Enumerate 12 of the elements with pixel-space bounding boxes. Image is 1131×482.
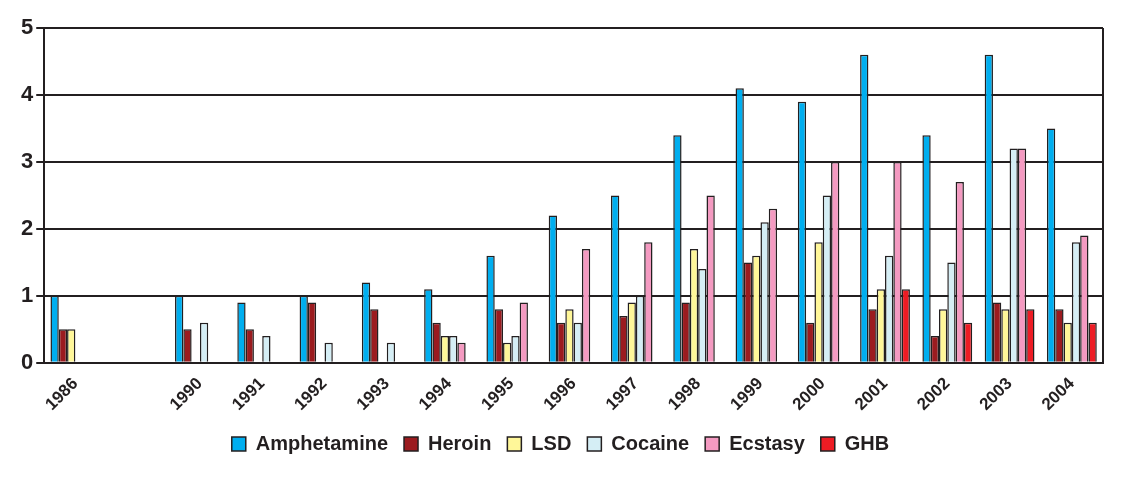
y-tick-label: 2 — [20, 214, 34, 240]
y-tick-label: 5 — [20, 14, 34, 40]
legend-label: GHB — [844, 431, 890, 454]
legend-label: Ecstasy — [729, 431, 806, 454]
y-tick-label: 4 — [20, 81, 34, 107]
legend-label: Amphetamine — [255, 431, 389, 454]
legend-label: Cocaine — [611, 431, 690, 454]
y-tick-label: 0 — [20, 348, 34, 374]
legend-label: Heroin — [428, 431, 492, 454]
legend-label: LSD — [531, 431, 572, 454]
y-tick-label: 3 — [20, 148, 34, 173]
y-tick-label: 1 — [20, 281, 34, 307]
